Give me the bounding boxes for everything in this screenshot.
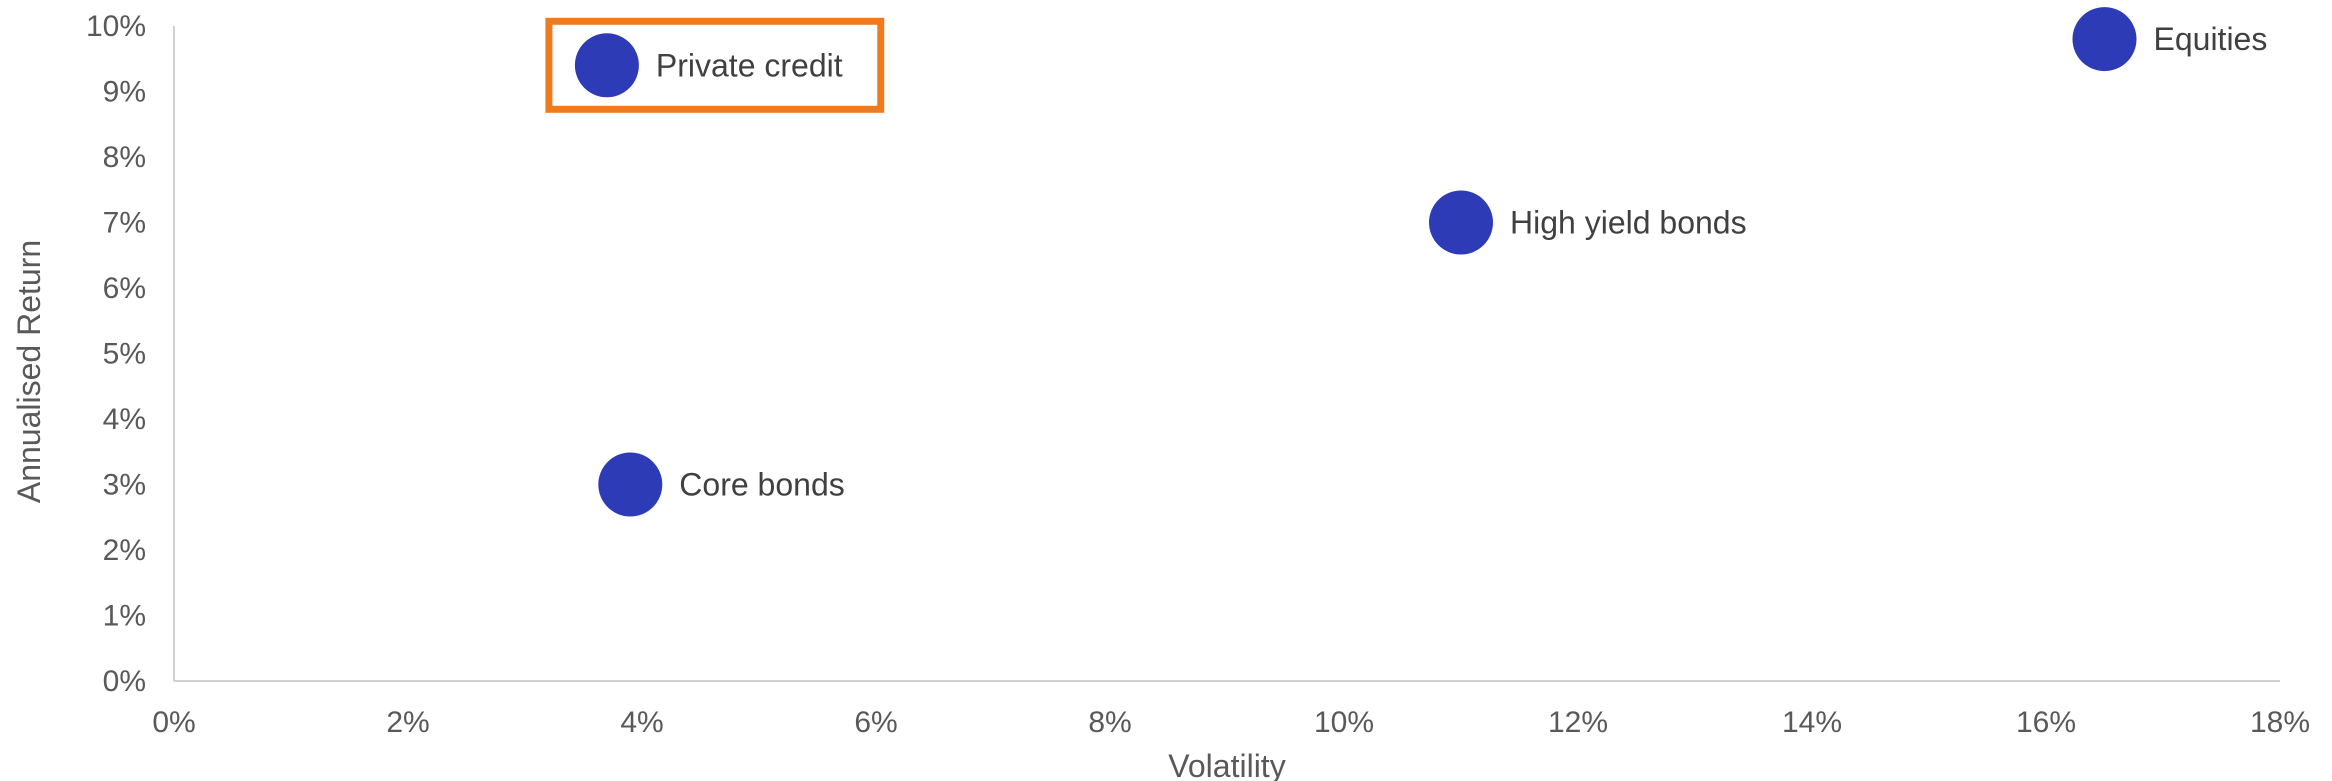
axes <box>173 26 2280 682</box>
data-point <box>574 33 639 98</box>
x-tick-label: 2% <box>386 706 429 739</box>
data-point <box>2072 7 2137 72</box>
x-tick-label: 0% <box>152 706 195 739</box>
highlight-boxes <box>545 17 885 113</box>
x-tick-label: 6% <box>854 706 897 739</box>
highlight-box <box>545 17 885 113</box>
y-tick-label: 10% <box>86 10 146 43</box>
x-tick-labels: 0% 2% 4% 6% 8% 10% 12% 14% 16% 18% <box>152 706 2310 739</box>
x-tick-label: 14% <box>1782 706 1842 739</box>
x-axis-title: Volatility <box>1168 748 1285 781</box>
x-tick-label: 16% <box>2016 706 2076 739</box>
y-tick-label: 9% <box>103 76 146 109</box>
y-tick-label: 5% <box>103 338 146 371</box>
y-tick-label: 7% <box>103 207 146 240</box>
data-point <box>598 452 663 517</box>
y-tick-label: 8% <box>103 141 146 174</box>
x-tick-label: 4% <box>620 706 663 739</box>
y-tick-label: 3% <box>103 469 146 502</box>
y-tick-label: 1% <box>103 600 146 633</box>
data-point-label: Core bonds <box>679 467 844 503</box>
data-points: Private credit Core bonds High yield bonds… <box>574 7 2268 517</box>
data-point-label: Equities <box>2154 21 2268 57</box>
x-tick-label: 18% <box>2250 706 2310 739</box>
data-point-label: High yield bonds <box>1510 205 1747 241</box>
x-tick-label: 8% <box>1088 706 1131 739</box>
y-tick-label: 4% <box>103 403 146 436</box>
y-tick-label: 6% <box>103 272 146 305</box>
y-axis-title: Annualised Return <box>11 240 47 503</box>
x-tick-label: 10% <box>1314 706 1374 739</box>
y-tick-labels: 0% 1% 2% 3% 4% 5% 6% 7% 8% 9% 10% <box>86 10 146 698</box>
data-point-label: Private credit <box>656 47 843 83</box>
data-point <box>1429 190 1493 255</box>
x-tick-label: 12% <box>1548 706 1608 739</box>
y-tick-label: 2% <box>103 534 146 567</box>
y-tick-label: 0% <box>103 665 146 698</box>
